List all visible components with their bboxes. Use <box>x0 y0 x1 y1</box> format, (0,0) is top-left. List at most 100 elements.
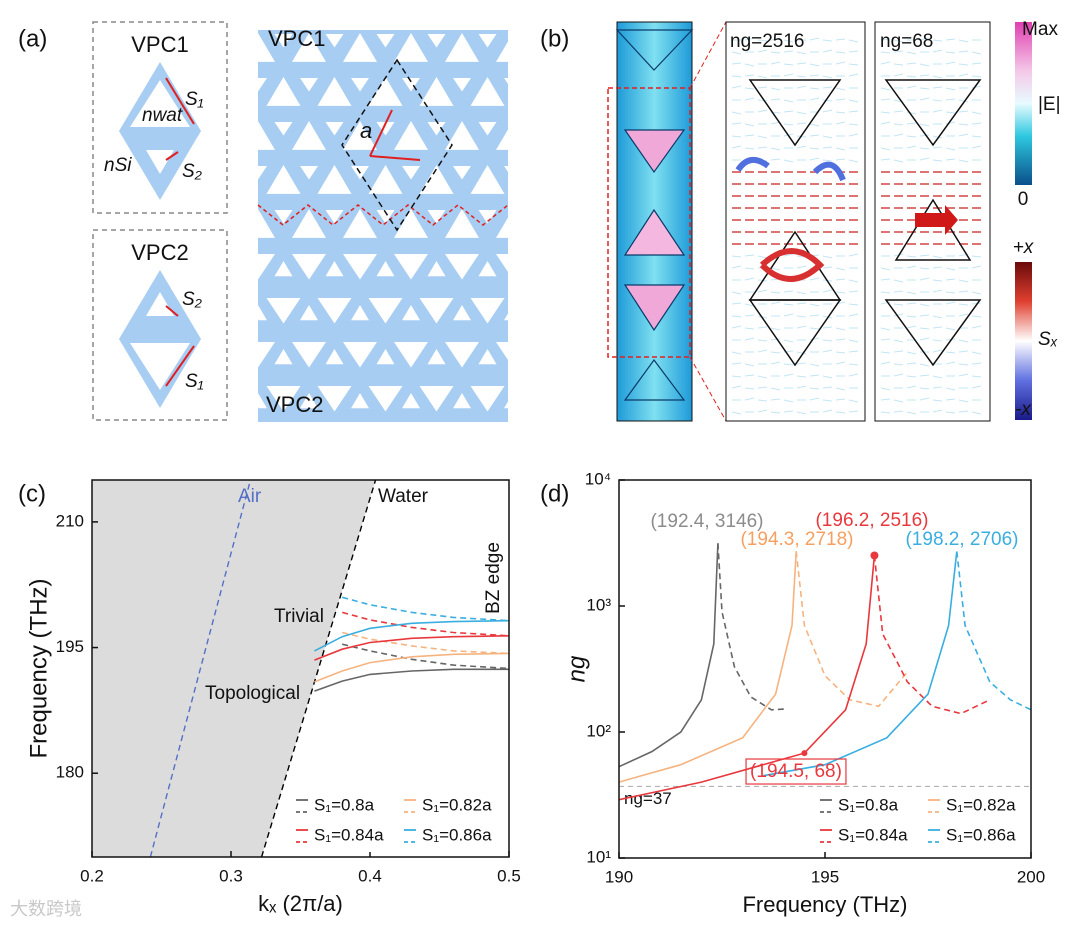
flow-vector <box>919 87 930 90</box>
hole <box>274 261 293 277</box>
hole <box>496 342 508 360</box>
flow-vector <box>757 86 768 89</box>
hole <box>428 437 446 452</box>
flow-vector <box>893 339 904 343</box>
flow-vector <box>796 375 807 378</box>
flow-vector <box>971 51 982 55</box>
hole <box>292 33 326 62</box>
flow-vector <box>919 363 930 367</box>
flow-vector <box>848 350 859 353</box>
colorbar-title: |E| <box>1038 94 1061 115</box>
flow-vector <box>848 373 859 377</box>
y-tick-label: 210 <box>56 511 84 530</box>
light-cone <box>92 480 376 857</box>
hole <box>130 343 190 390</box>
flow-vector <box>906 51 917 55</box>
hole <box>216 386 250 412</box>
flow-vector <box>757 135 768 139</box>
flow-vector <box>796 362 807 365</box>
flow-vector <box>932 339 943 342</box>
flow-vector <box>945 61 956 65</box>
hole <box>581 122 599 136</box>
flow-vector <box>945 387 956 391</box>
flow-vector <box>783 373 794 377</box>
flow-vector <box>919 303 930 307</box>
flow-vector <box>945 267 956 271</box>
flow-vector <box>848 123 859 126</box>
hole <box>394 33 428 62</box>
hole <box>317 298 352 324</box>
flow-vector <box>770 301 781 305</box>
flow-vector <box>731 111 742 115</box>
flow-vector <box>919 123 930 127</box>
flow-vector <box>945 111 956 114</box>
flow-vector <box>906 145 917 149</box>
flow-vector <box>783 50 794 53</box>
flow-vector <box>919 337 930 341</box>
flow-vector <box>958 63 969 66</box>
hole <box>478 210 497 224</box>
hole <box>419 386 454 412</box>
flow-vector <box>770 158 781 161</box>
flow-vector <box>731 75 742 78</box>
flow-vector <box>809 337 820 341</box>
series-line <box>314 652 510 683</box>
light-line <box>149 479 252 858</box>
hole <box>376 34 395 48</box>
colorbar-label: Max <box>1022 19 1058 40</box>
flow-vector <box>932 409 943 413</box>
legend-label: S₁=0.84a <box>314 825 384 844</box>
series-line <box>314 668 509 692</box>
flow-vector <box>744 397 755 401</box>
flow-vector <box>822 49 833 53</box>
legend-label: S₁=0.86a <box>422 825 492 844</box>
symbol: nSi <box>104 155 132 176</box>
flow-vector <box>744 277 755 281</box>
unit-cell <box>119 270 201 408</box>
hole <box>427 261 446 277</box>
flow-vector <box>971 265 982 269</box>
flow-vector <box>770 338 781 341</box>
series-line <box>342 631 510 655</box>
hole <box>708 393 726 408</box>
circulation-arrow <box>812 161 846 182</box>
flow-vector <box>757 255 768 259</box>
unit-cell-box <box>92 21 228 214</box>
flow-vector <box>932 49 943 53</box>
flow-vector <box>945 398 956 401</box>
flow-vector <box>809 123 820 127</box>
flow-vector <box>880 98 891 101</box>
flow-vector <box>809 87 820 90</box>
flow-vector <box>744 254 755 257</box>
series-line <box>618 551 797 783</box>
flow-vector <box>796 51 807 55</box>
hole <box>394 342 428 368</box>
hole <box>292 209 326 238</box>
annotation: BZ edge <box>483 542 504 614</box>
hole <box>317 77 352 106</box>
flow-vector <box>731 302 742 305</box>
flow-vector <box>971 255 982 258</box>
flow-vector <box>919 63 930 67</box>
symbol: S₂ <box>182 289 203 310</box>
flow-vector <box>848 303 859 306</box>
flow-vector <box>971 145 982 149</box>
flow-vector <box>731 122 742 125</box>
flow-vector <box>731 265 742 269</box>
flow-vector <box>731 325 742 329</box>
x-tick-label: 0.2 <box>80 866 104 885</box>
flow-vector <box>932 109 943 113</box>
hole <box>258 209 275 238</box>
flow-vector <box>880 158 891 161</box>
flow-vector <box>744 363 755 367</box>
flow-vector <box>893 159 904 163</box>
flow-vector <box>835 38 846 41</box>
flow-vector <box>796 111 807 115</box>
hole <box>573 77 607 106</box>
flow-vector <box>770 361 781 365</box>
flow-vector <box>906 325 917 329</box>
flow-vector <box>958 39 969 43</box>
flow-vector <box>822 349 833 353</box>
flow-vector <box>893 110 904 113</box>
flow-vector <box>744 387 755 390</box>
